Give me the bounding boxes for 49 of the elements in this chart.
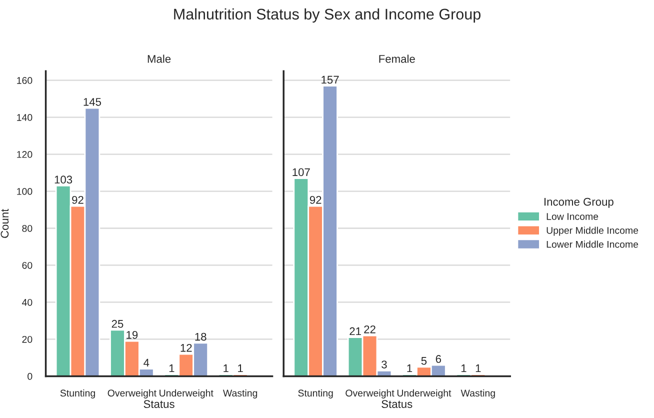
- data-label: 1: [169, 364, 174, 372]
- y-tick-label: 100: [17, 188, 32, 195]
- data-label: 157: [322, 76, 339, 84]
- data-label: 145: [84, 98, 102, 106]
- y-tick-label: 120: [17, 151, 32, 158]
- y-tick-label: 40: [22, 298, 32, 306]
- data-label: 4: [144, 358, 150, 366]
- data-label: 92: [310, 196, 322, 204]
- data-label: 18: [195, 332, 206, 341]
- data-label: 107: [292, 168, 310, 176]
- data-label: 5: [421, 357, 427, 365]
- data-label: 103: [54, 176, 72, 184]
- data-label: 1: [238, 364, 243, 372]
- data-label: 21: [350, 327, 361, 336]
- x-tick-label: Wasting: [460, 389, 495, 398]
- legend-label: Low Income: [546, 213, 598, 220]
- y-tick-label: 20: [22, 336, 32, 343]
- x-tick-label: Wasting: [222, 389, 258, 398]
- data-label: 1: [461, 364, 466, 372]
- x-tick-label: Overweight: [108, 389, 156, 398]
- x-tick-label: Underweight: [397, 389, 452, 398]
- x-axis-title: Status: [144, 400, 174, 408]
- legend-label: Lower Middle Income: [546, 240, 638, 248]
- chart-title: Male: [148, 54, 171, 63]
- chart-title: Female: [379, 54, 415, 63]
- y-axis-title: Count: [0, 208, 9, 238]
- data-label: 3: [382, 360, 387, 368]
- y-tick-label: 140: [17, 114, 32, 121]
- y-tick-label: 0: [28, 372, 32, 380]
- data-label: 1: [407, 364, 412, 372]
- data-label: 12: [180, 344, 192, 352]
- y-tick-label: 160: [17, 77, 32, 84]
- data-label: 19: [126, 331, 138, 339]
- x-axis-title: Status: [382, 400, 412, 408]
- legend-label: Upper Middle Income: [546, 226, 638, 236]
- x-tick-label: Underweight: [160, 389, 214, 398]
- x-tick-label: Overweight: [346, 389, 394, 398]
- x-tick-label: Stunting: [298, 389, 333, 398]
- y-tick-label: 60: [22, 262, 32, 269]
- x-tick-label: Stunting: [60, 389, 95, 398]
- data-label: 6: [436, 355, 442, 363]
- data-label: 22: [364, 325, 376, 334]
- text: Malnutrition Status by Sex and Income Group: [174, 8, 480, 23]
- data-label: 1: [224, 364, 228, 372]
- data-label: 92: [72, 196, 84, 204]
- data-label: 1: [476, 364, 481, 372]
- legend-title: Income Group: [544, 198, 614, 208]
- data-label: 25: [112, 320, 124, 328]
- y-tick-label: 80: [22, 224, 32, 232]
